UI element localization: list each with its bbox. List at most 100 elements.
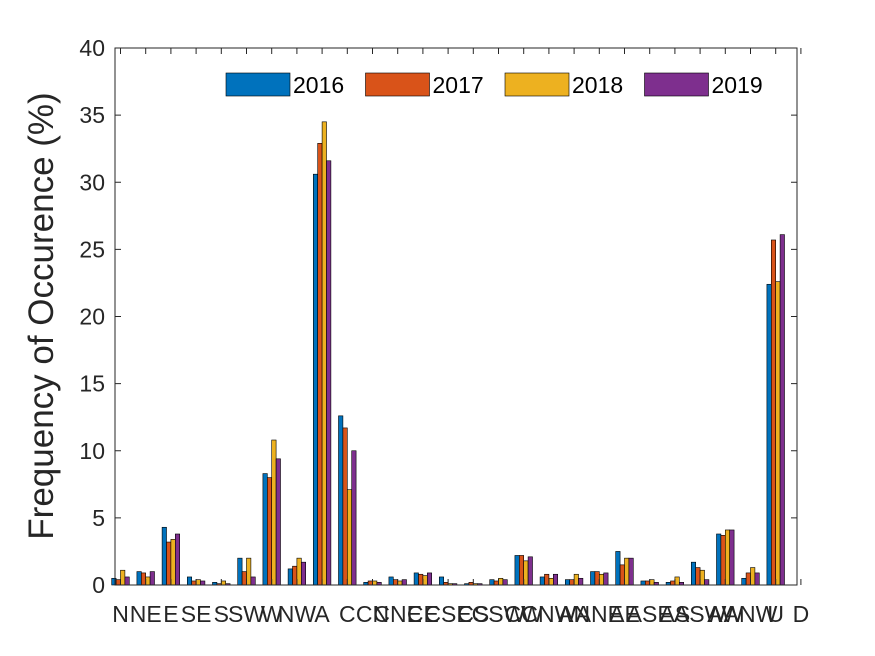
x-tick-label-CE: CE (407, 601, 439, 627)
x-tick-label-AN: AN (558, 601, 590, 627)
bar-2017-CN (367, 580, 373, 586)
x-tick-label-W: W (261, 601, 283, 627)
bar-2018-CSW (498, 577, 504, 586)
bar-2017-SW (241, 571, 247, 586)
bar-2016-NW (287, 568, 293, 586)
bar-2016-CW (514, 555, 520, 586)
bar-2017-C (342, 427, 348, 586)
bar-2016-A (312, 173, 318, 586)
bar-2019-C (351, 450, 357, 586)
bar-2018-C (346, 489, 352, 586)
bar-2018-CE (422, 575, 428, 586)
bar-2018-CNE (397, 580, 403, 586)
bar-2019-NW (300, 561, 306, 586)
bar-2016-SE (187, 576, 193, 586)
x-tick-label-NW: NW (278, 601, 317, 627)
bar-2018-CN (372, 580, 378, 586)
bar-2018-SW (246, 557, 252, 586)
bar-2017-NW (292, 565, 298, 586)
y-tick-label-35: 35 (79, 102, 105, 128)
x-tick-label-CSE: CSE (424, 601, 471, 627)
bar-2017-NE (141, 572, 147, 586)
plot-area (115, 48, 797, 585)
bar-2017-ANE (594, 571, 600, 586)
bar-2019-ANE (603, 572, 609, 586)
y-tick-label-5: 5 (92, 505, 105, 531)
bar-2016-AN (564, 579, 570, 586)
x-tick-label-NE: NE (130, 601, 162, 627)
bar-2017-N (115, 579, 121, 586)
bar-2017-ASW (695, 567, 701, 586)
x-tick-label-AS: AS (660, 601, 691, 627)
bar-2018-AN (573, 573, 579, 586)
bar-2017-AE (619, 564, 625, 586)
x-tick-label-ANW: ANW (724, 601, 778, 627)
bar-2018-CW (523, 560, 529, 586)
bar-2016-ASW (690, 561, 696, 586)
bar-2019-AE (628, 557, 634, 586)
bar-2016-U (766, 283, 772, 586)
bar-2017-A (317, 143, 323, 586)
y-axis: 0 5 10 15 20 25 30 35 40 (79, 35, 797, 598)
bar-2016-AW (716, 533, 722, 586)
x-tick-label-E: E (163, 601, 178, 627)
bar-2016-CSE (438, 576, 444, 586)
bar-2018-E (170, 539, 176, 586)
bar-2019-CE (426, 572, 432, 586)
bar-2017-SE (191, 580, 197, 586)
bar-2017-CNE (392, 579, 398, 586)
bar-2018-CNW (548, 577, 554, 586)
bar-2016-ANE (590, 571, 596, 586)
y-tick-label-25: 25 (79, 236, 105, 262)
x-tick-label-N: N (112, 601, 129, 627)
bar-2018-AE (624, 557, 630, 586)
y-tick-label-20: 20 (79, 304, 105, 330)
bar-2016-AE (615, 551, 621, 586)
bar-2016-NE (136, 571, 142, 586)
bar-2017-CNW (544, 573, 550, 586)
bar-2018-AW (724, 529, 730, 586)
bar-2019-A (326, 160, 332, 586)
x-tick-label-CN: CN (356, 601, 389, 627)
bar-2019-N (124, 576, 130, 586)
bars-group (111, 121, 785, 586)
y-tick-label-0: 0 (92, 572, 105, 598)
x-tick-label-SE: SE (181, 601, 212, 627)
bar-2016-SW (237, 557, 243, 586)
bar-2019-AW (729, 529, 735, 586)
legend-swatch-2019 (644, 72, 709, 97)
bar-2018-ASE (649, 579, 655, 586)
bar-2018-ANW (750, 567, 756, 586)
bar-2019-CSW (502, 579, 508, 586)
bar-2018-AS (674, 576, 680, 586)
x-tick-label-U: U (767, 601, 784, 627)
legend-label-2016: 2016 (293, 72, 344, 98)
bar-2016-E (161, 526, 167, 586)
x-tick-label-CS: CS (457, 601, 489, 627)
bar-2017-ASE (644, 580, 650, 586)
bar-2018-N (120, 569, 126, 586)
bar-2016-C (338, 415, 344, 586)
x-tick-label-AE: AE (609, 601, 640, 627)
bar-2017-AN (569, 579, 575, 586)
bar-2017-AS (670, 580, 676, 586)
legend-label-2017: 2017 (433, 72, 484, 98)
bar-2018-NE (145, 576, 151, 586)
y-axis-title: Frequency of Occurence (%) (22, 92, 61, 539)
bar-2016-CNE (388, 576, 394, 586)
x-tick-label-CNE: CNE (373, 601, 422, 627)
y-tick-label-40: 40 (79, 35, 105, 61)
bar-2018-ANE (598, 573, 604, 586)
bar-2019-SW (250, 576, 256, 586)
x-tick-label-ANE: ANE (576, 601, 623, 627)
y-tick-label-15: 15 (79, 371, 105, 397)
bar-2018-SE (195, 579, 201, 586)
legend-swatch-2017 (365, 72, 430, 97)
bar-2017-CSW (493, 580, 499, 586)
x-tick-label-SW: SW (228, 601, 265, 627)
legend-label-2019: 2019 (712, 72, 763, 98)
bar-2016-ASE (640, 580, 646, 586)
bar-2017-CE (418, 573, 424, 586)
bar-2018-A (321, 121, 327, 586)
